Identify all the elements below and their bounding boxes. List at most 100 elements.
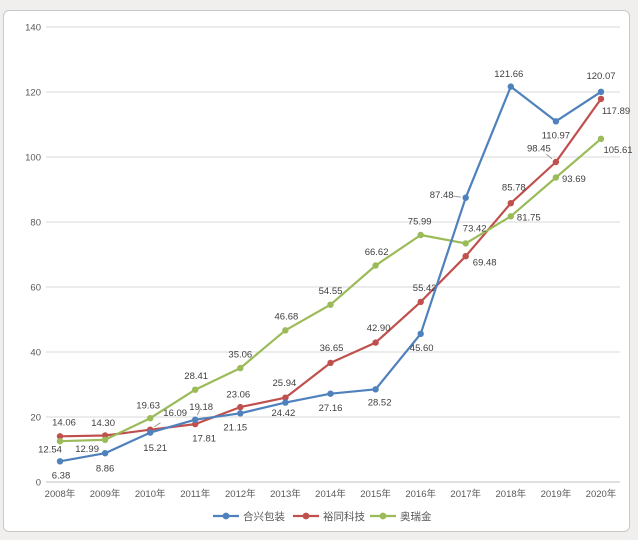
legend-item: 奥瑞金: [370, 510, 432, 523]
data-label: 85.78: [502, 183, 526, 194]
data-point-marker: [552, 174, 560, 181]
y-axis-tick-label: 120: [25, 88, 41, 99]
data-label: 27.16: [319, 403, 343, 414]
data-label: 14.06: [52, 418, 76, 429]
label-leader-line: [196, 408, 201, 416]
data-point-marker: [282, 394, 289, 401]
data-point-marker: [417, 298, 424, 306]
x-axis-tick-label: 2018年: [496, 488, 527, 500]
data-label: 66.62: [365, 247, 389, 258]
data-label: 12.99: [75, 444, 99, 455]
legend: 合兴包装 裕同科技 奥瑞金: [213, 510, 432, 523]
y-axis-tick-label: 100: [25, 153, 41, 164]
data-label: 28.41: [184, 371, 208, 382]
data-point-marker: [417, 231, 424, 239]
label-leader-line: [545, 153, 553, 160]
data-label: 45.60: [410, 343, 434, 354]
data-label: 110.97: [542, 131, 570, 142]
x-axis-tick-label: 2019年: [541, 488, 572, 500]
data-label: 28.52: [368, 398, 392, 409]
data-point-marker: [372, 386, 379, 393]
y-axis-tick-label: 40: [30, 348, 41, 359]
legend-marker: [302, 512, 310, 520]
data-label: 121.66: [494, 69, 523, 80]
legend-label: 裕同科技: [323, 510, 365, 523]
data-label: 25.94: [273, 378, 297, 389]
data-label: 73.42: [463, 224, 487, 235]
data-label: 17.81: [192, 433, 216, 444]
data-point-marker: [147, 429, 154, 436]
y-axis-tick-label: 80: [30, 218, 41, 229]
data-label: 81.75: [517, 213, 541, 224]
data-label: 55.42: [413, 283, 437, 294]
data-label: 98.45: [527, 143, 551, 154]
series-line-裕同科技: [58, 97, 603, 438]
data-label: 42.90: [367, 323, 391, 334]
data-label: 120.07: [586, 71, 615, 82]
data-label: 69.48: [473, 258, 497, 269]
data-point-marker: [147, 415, 154, 422]
y-axis-tick-label: 20: [30, 413, 41, 424]
data-point-marker: [507, 200, 514, 207]
x-axis-tick-label: 2012年: [225, 488, 256, 500]
y-axis-tick-label: 60: [30, 283, 41, 294]
label-leader-line: [453, 195, 461, 198]
data-point-marker: [462, 194, 469, 201]
legend-item: 合兴包装: [213, 510, 285, 523]
x-axis-tick-label: 2014年: [315, 488, 346, 500]
legend-label: 奥瑞金: [400, 510, 432, 523]
data-point-marker: [327, 359, 334, 367]
x-axis-tick-label: 2008年: [45, 488, 76, 500]
data-label: 14.30: [91, 418, 115, 429]
data-point-marker: [462, 240, 469, 247]
data-point-marker: [597, 95, 605, 103]
x-axis-tick-label: 2010年: [135, 488, 166, 500]
data-point-marker: [327, 301, 334, 308]
data-label: 75.99: [408, 216, 432, 227]
data-point-marker: [552, 118, 560, 125]
x-axis-tick-label: 2017年: [450, 488, 481, 500]
data-point-marker: [56, 458, 64, 465]
x-axis-tick-label: 2015年: [360, 488, 391, 500]
data-label: 8.86: [96, 464, 115, 475]
x-axis-tick-label: 2020年: [586, 488, 617, 500]
data-label: 93.69: [562, 174, 586, 185]
x-axis-tick-label: 2011年: [180, 488, 210, 500]
data-point-marker: [372, 339, 379, 346]
label-leader-line: [154, 422, 161, 428]
data-point-marker: [462, 253, 469, 260]
data-label: 6.38: [52, 471, 71, 482]
legend-label: 合兴包装: [243, 510, 285, 523]
y-axis-tick-label: 0: [36, 478, 41, 489]
data-point-marker: [237, 410, 244, 417]
y-axis-tick-label: 140: [25, 23, 41, 34]
legend-marker: [222, 512, 230, 520]
data-point-marker: [372, 262, 379, 269]
data-point-marker: [192, 416, 199, 423]
data-label: 36.65: [320, 343, 344, 354]
data-point-marker: [237, 403, 244, 411]
data-point-marker: [192, 420, 199, 428]
data-point-marker: [56, 438, 64, 445]
legend-item: 裕同科技: [293, 510, 365, 523]
data-label: 117.89: [602, 106, 630, 117]
data-label: 12.54: [38, 445, 62, 456]
data-point-marker: [101, 436, 109, 443]
x-axis-tick-label: 2009年: [90, 488, 121, 500]
data-label: 19.63: [136, 401, 160, 412]
data-point-marker: [417, 330, 424, 337]
data-label: 21.15: [223, 423, 247, 434]
data-label: 54.55: [319, 286, 343, 297]
legend-marker: [379, 512, 387, 520]
data-point-marker: [56, 433, 64, 440]
data-point-marker: [101, 450, 109, 457]
data-label: 15.21: [143, 443, 167, 454]
x-axis-tick-label: 2016年: [405, 488, 436, 500]
data-point-marker: [282, 327, 289, 334]
data-label: 23.06: [226, 389, 250, 400]
data-label: 24.42: [272, 408, 296, 419]
data-point-marker: [552, 158, 560, 166]
data-point-marker: [282, 399, 289, 406]
data-label: 19.18: [189, 402, 213, 413]
